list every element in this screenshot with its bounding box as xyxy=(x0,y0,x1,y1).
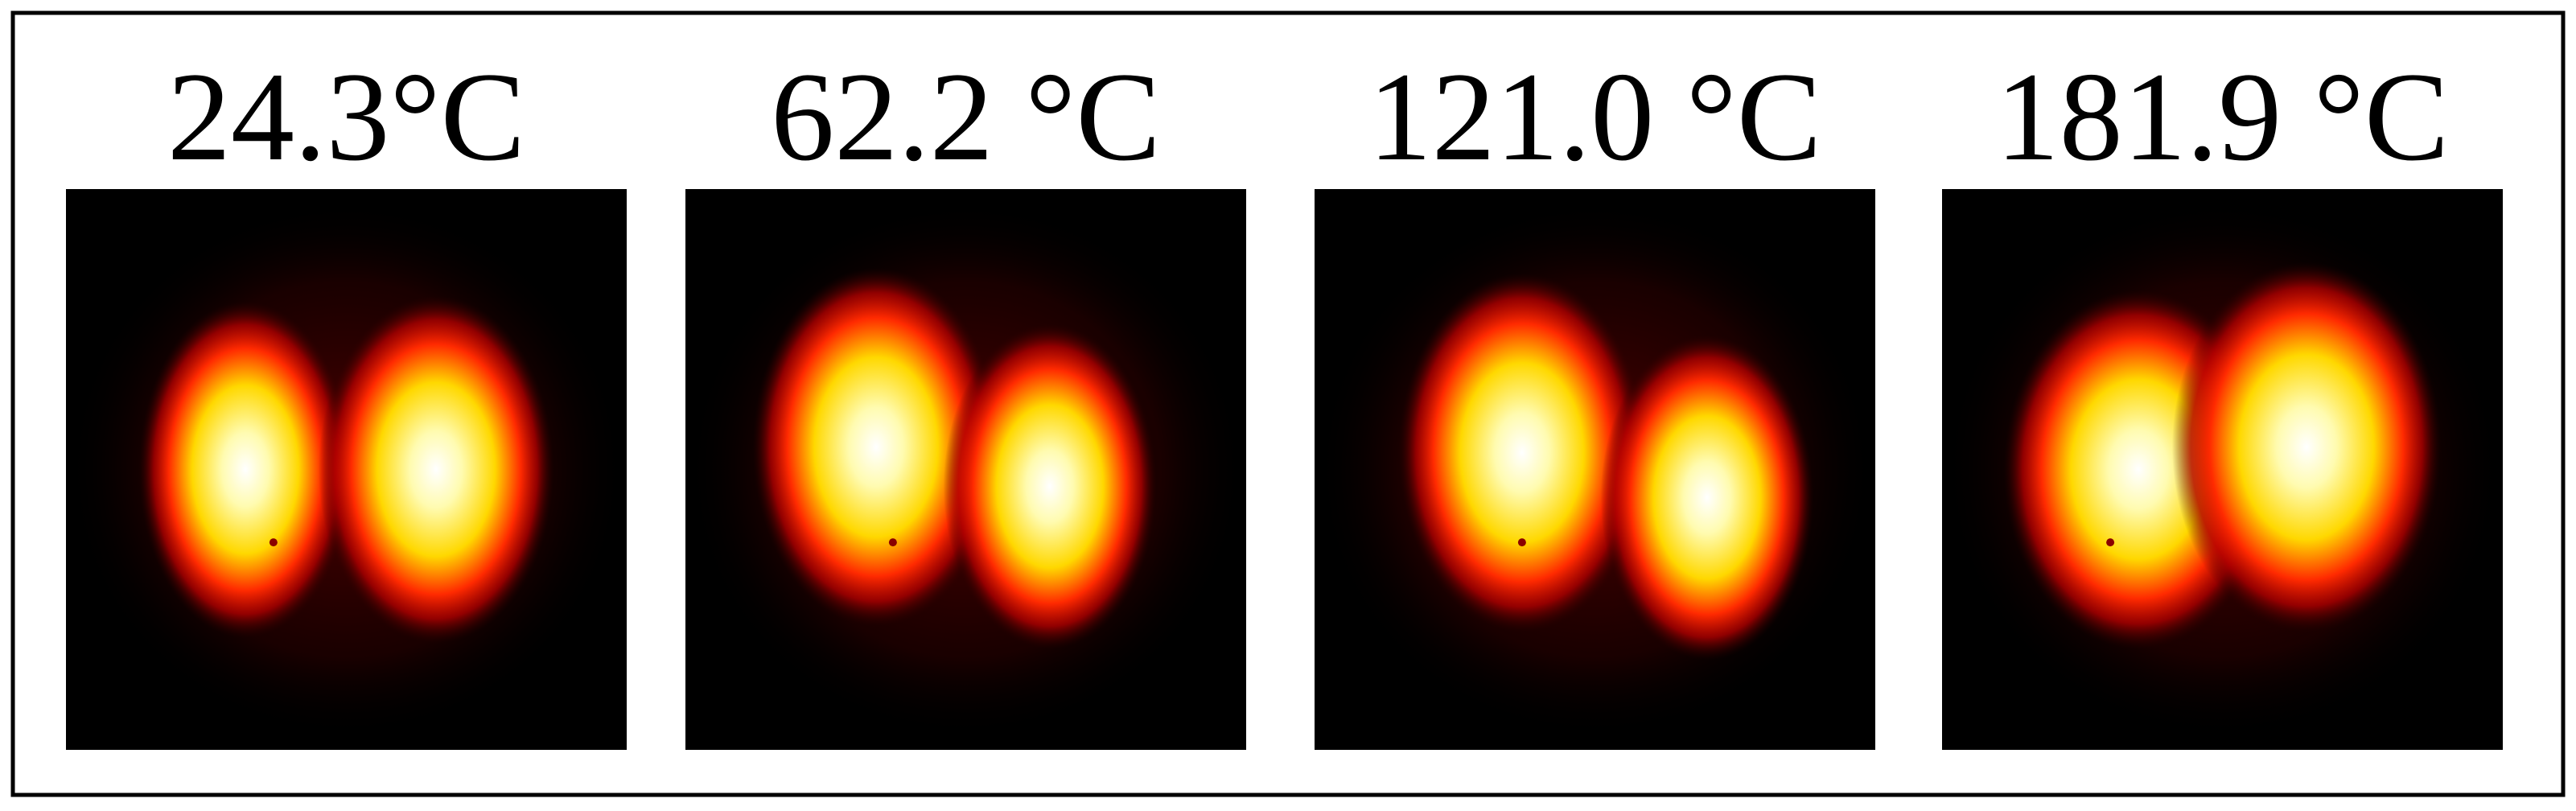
speck xyxy=(2106,538,2115,547)
beam-image xyxy=(1942,189,2503,750)
beam-lobe xyxy=(943,323,1157,649)
beam-lobe xyxy=(1398,273,1646,632)
speck xyxy=(888,538,897,547)
beam-image xyxy=(1315,189,1875,750)
beam xyxy=(66,200,627,739)
beam xyxy=(1942,200,2503,739)
panel-label: 24.3°C xyxy=(167,47,525,187)
beam-lobe xyxy=(2171,261,2442,632)
panel-label: 181.9 °C xyxy=(1996,47,2450,187)
panel-label: 121.0 °C xyxy=(1368,47,1822,187)
speck xyxy=(269,538,278,547)
panel-label: 62.2 °C xyxy=(771,47,1161,187)
beam-image xyxy=(685,189,1246,750)
beam-lobe xyxy=(752,267,1000,627)
beam xyxy=(685,200,1246,739)
speck xyxy=(1517,538,1526,547)
beam xyxy=(1315,200,1875,739)
beam-image xyxy=(66,189,627,750)
beam-lobe xyxy=(138,301,352,638)
beam-lobe xyxy=(318,295,554,644)
beam-lobe xyxy=(1600,335,1814,661)
